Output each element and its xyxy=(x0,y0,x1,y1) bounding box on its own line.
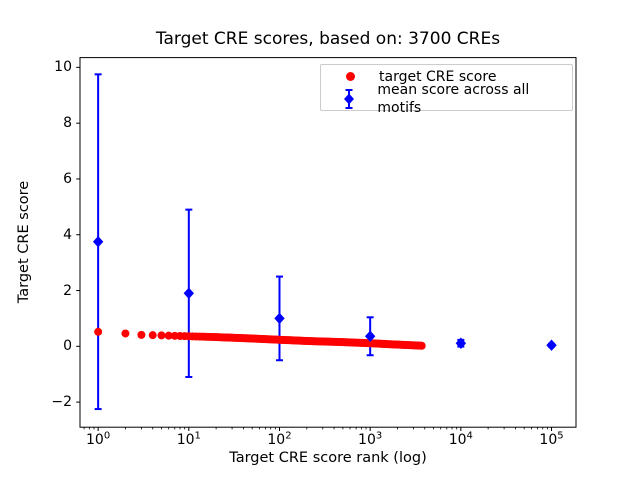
x-tick-label: 105 xyxy=(539,430,564,448)
y-tick-label: 10 xyxy=(54,59,72,76)
target-score-dot xyxy=(137,330,146,339)
legend-circle-marker-icon xyxy=(321,72,379,81)
x-tick-label: 100 xyxy=(86,430,111,448)
y-tick-label: −2 xyxy=(51,394,72,411)
y-tick-label: 4 xyxy=(63,226,72,243)
x-axis-label: Target CRE score rank (log) xyxy=(229,450,427,466)
x-tick-label: 104 xyxy=(448,430,473,448)
target-score-dot xyxy=(94,327,103,336)
y-tick-label: 8 xyxy=(63,115,72,132)
mean-score-diamond xyxy=(274,312,285,325)
legend-label: mean score across all motifs xyxy=(377,81,530,116)
target-score-dot xyxy=(157,331,166,340)
legend-item-target-score: target CRE score xyxy=(321,66,572,88)
mean-score-diamond xyxy=(546,339,557,351)
target-score-dot xyxy=(121,329,130,338)
x-tick-label: 103 xyxy=(358,430,383,448)
y-tick-label: 6 xyxy=(63,170,72,187)
x-tick-label: 101 xyxy=(176,430,201,448)
mean-score-diamond xyxy=(364,330,376,342)
mean-score-diamond xyxy=(92,236,104,248)
legend-item-mean-score: mean score across all motifs xyxy=(321,82,572,116)
y-tick-label: 2 xyxy=(63,282,72,299)
target-score-dot xyxy=(417,341,426,350)
mean-score-diamond xyxy=(183,287,195,300)
y-tick-label: 0 xyxy=(63,338,72,355)
axes-spines xyxy=(79,57,577,428)
legend-box: target CRE score mean score across all m… xyxy=(320,64,573,116)
mean-score-diamond xyxy=(455,337,467,349)
legend-label: target CRE score xyxy=(379,68,497,85)
x-tick-label: 102 xyxy=(267,430,292,448)
target-score-dot xyxy=(148,331,157,340)
chart-title: Target CRE scores, based on: 3700 CREs xyxy=(155,29,501,49)
legend-diamond-errorbar-icon xyxy=(321,88,377,110)
target-score-dot xyxy=(164,331,173,340)
